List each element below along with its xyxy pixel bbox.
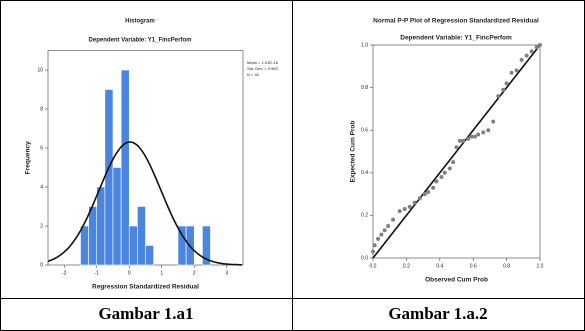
y-tick-label: 0.6 — [361, 128, 368, 134]
point — [376, 236, 381, 241]
bar — [137, 206, 146, 266]
bar — [88, 206, 98, 266]
y-tick-label: 0.2 — [361, 213, 368, 219]
point — [514, 68, 519, 73]
bar — [96, 186, 106, 266]
point — [402, 207, 407, 212]
y-tick-label: 8 — [40, 106, 43, 112]
annotation: Mean = 1.01E-16 — [247, 60, 279, 65]
point — [372, 243, 377, 248]
point — [524, 53, 529, 58]
y-tick-label: 1.0 — [361, 42, 368, 48]
y-tick-label: 4 — [40, 184, 43, 190]
bar — [177, 225, 187, 266]
point — [382, 228, 387, 233]
point — [457, 138, 462, 143]
point — [447, 166, 452, 171]
x-tick-label: 1 — [160, 270, 163, 276]
point — [504, 81, 509, 86]
chart-title: Normal P-P Plot of Regression Standardiz… — [373, 18, 539, 25]
x-axis-label: Observed Cum Prob — [425, 277, 488, 284]
x-tick-label: -2 — [62, 270, 67, 276]
bar — [145, 245, 154, 266]
y-tick-label: 6 — [40, 145, 43, 151]
reference-line — [372, 44, 541, 259]
x-tick-label: 2 — [193, 270, 196, 276]
annotation: N = 45 — [247, 72, 260, 77]
point — [417, 196, 422, 201]
point — [379, 232, 384, 237]
bar — [120, 69, 130, 266]
y-tick-label: 10 — [37, 67, 43, 73]
x-tick-label: -1 — [95, 270, 100, 276]
caption: Gambar 1.a1 — [98, 304, 193, 323]
x-tick-label: 0 — [128, 270, 131, 276]
y-axis-label: Frequency — [25, 141, 32, 174]
point — [469, 134, 474, 139]
y-tick-label: 0.0 — [361, 255, 368, 261]
point — [386, 224, 391, 229]
annotation: Std. Dev. = 0.953 — [247, 66, 278, 71]
x-tick-label: 3 — [225, 270, 228, 276]
point — [529, 49, 534, 54]
point — [412, 200, 417, 205]
point — [426, 189, 431, 194]
point — [472, 134, 477, 139]
point — [431, 185, 436, 190]
bar — [112, 167, 122, 266]
bar — [128, 225, 138, 266]
point — [439, 175, 444, 180]
x-tick-label: 0.4 — [436, 263, 443, 269]
bar — [202, 225, 211, 266]
chart-title: Histogram — [125, 19, 155, 25]
y-tick-label: 0.8 — [361, 85, 368, 91]
point — [534, 45, 539, 50]
point — [501, 87, 506, 92]
point — [397, 209, 402, 214]
point — [451, 160, 456, 165]
normal-curve — [47, 141, 242, 266]
point — [509, 70, 514, 75]
y-tick-label: 2 — [40, 223, 43, 229]
point — [434, 179, 439, 184]
point — [519, 57, 524, 62]
x-tick-label: 1.0 — [537, 263, 544, 269]
x-axis-label: Regression Standardized Residual — [92, 284, 199, 291]
point — [486, 128, 491, 133]
x-tick-label: 0.8 — [503, 263, 510, 269]
plot-area — [372, 44, 541, 259]
point — [442, 170, 447, 175]
y-tick-label: 0 — [40, 262, 43, 268]
caption: Gambar 1.a.2 — [388, 304, 487, 323]
chart-subtitle: Dependent Variable: Y1_FincPerfom — [400, 35, 512, 42]
point — [496, 94, 501, 99]
x-tick-label: 0.0 — [370, 263, 377, 269]
x-tick-label: 0.6 — [470, 263, 477, 269]
point — [371, 249, 375, 254]
x-tick-label: 0.2 — [403, 263, 410, 269]
point — [422, 192, 427, 197]
y-tick-label: 0.4 — [361, 170, 368, 176]
y-axis-label: Expected Cum Prob — [350, 121, 357, 183]
point — [476, 132, 481, 137]
point — [407, 204, 412, 209]
bar — [104, 89, 114, 266]
bar — [80, 225, 89, 266]
point — [481, 130, 486, 135]
point — [461, 138, 466, 143]
point — [466, 136, 471, 141]
point — [454, 145, 459, 150]
point — [391, 217, 396, 222]
point — [491, 119, 496, 124]
chart-subtitle: Dependent Variable: Y1_FincPerfom — [89, 38, 192, 44]
point — [538, 43, 542, 47]
